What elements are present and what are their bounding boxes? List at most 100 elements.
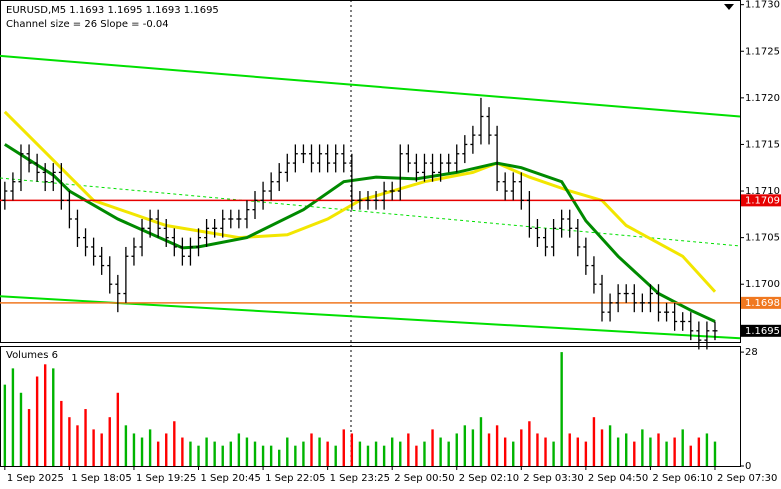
volume-bar [366,445,370,466]
volume-bar [68,417,71,466]
volume-bar [455,433,458,466]
volume-bar [221,445,224,466]
volume-bar [189,441,192,466]
volume-bar [100,433,103,466]
x-tick-label: 2 Sep 06:10 [652,473,712,484]
volume-bar [132,433,136,466]
level-box [741,324,781,337]
x-tick-label: 1 Sep 18:05 [71,473,131,484]
volume-bar [407,433,410,466]
y-tick-label: 1.1725 [745,46,780,57]
y-tick-label: 1.1715 [745,139,780,150]
volume-bar [108,417,111,466]
volume-bar [76,425,79,466]
x-tick-label: 2 Sep 04:50 [588,473,648,484]
volume-bar [269,445,273,466]
volume-bar [495,425,499,466]
indicator-line [3,143,716,323]
y-tick-label: 1.1700 [745,279,780,290]
level-label: 1.1698 [745,298,780,309]
volume-bar [156,441,160,466]
volume-bar [528,421,531,466]
volume-bar [649,437,652,466]
x-tick-label: 1 Sep 2025 [7,473,64,484]
volume-bar [633,441,636,466]
x-tick-label: 1 Sep 22:05 [265,473,325,484]
y-tick-label: 1.1720 [745,93,780,104]
volume-bar [592,417,596,466]
chart-title: EURUSD,M5 1.1693 1.1695 1.1693 1.1695 [6,5,219,16]
volume-bar [245,437,249,466]
volume-bar [92,429,95,466]
x-tick-label: 2 Sep 02:10 [459,473,519,484]
volume-bar [318,437,321,466]
x-tick-label: 1 Sep 19:25 [136,473,196,484]
volume-bar [689,445,692,466]
volume-bar [350,433,354,466]
volume-bar [399,441,402,466]
volume-bar [479,417,483,466]
volume-bar [447,441,450,466]
volume-bar [302,441,305,466]
scroll-marker [724,4,734,10]
volume-bar [294,445,297,466]
level-box [741,296,781,309]
x-tick-label: 2 Sep 03:30 [523,473,583,484]
x-tick-label: 2 Sep 07:30 [717,473,777,484]
volume-bar [261,445,265,466]
chart-subtitle: Channel size = 26 Slope = -0.04 [6,19,169,30]
volume-bar [576,437,579,466]
volume-bar [374,441,378,466]
volume-bar [124,425,128,466]
volume-bar [140,437,144,466]
volume-bar [431,429,434,466]
volume-bar [84,409,87,466]
volume-bar [181,437,184,466]
volume-bar [19,392,23,466]
volume-bar [673,437,676,466]
x-tick-label: 1 Sep 23:25 [330,473,390,484]
volume-bar [358,441,362,466]
indicator-line [3,110,717,293]
volume-bar [439,437,442,466]
volume-bar [657,433,660,466]
volume-bar [60,400,63,466]
volume-panel [0,346,741,467]
volume-bar [665,441,668,466]
volume-bar [713,441,717,466]
volume-bar [463,425,467,466]
volume-bar [520,429,523,466]
volume-bar [536,433,539,466]
volume-bar [326,441,329,466]
volume-bar [423,441,426,466]
volume-bar [173,421,176,466]
volume-bar [568,433,571,466]
level-box [741,194,781,207]
volume-bar [560,352,563,466]
volume-bar [471,429,475,466]
indicator-line [0,54,741,118]
volume-bar [697,437,701,466]
volume-bar [213,441,216,466]
x-tick-label: 1 Sep 20:45 [201,473,261,484]
volume-bar [584,441,588,466]
volume-bar [27,409,31,466]
volume-bar [487,433,491,466]
y-tick-label: 1.1710 [745,186,780,197]
volume-bar [641,429,644,466]
level-label: 1.1709 [745,195,780,206]
volume-bar [229,441,232,466]
volume-bar [310,433,313,466]
volume-bar [35,376,39,466]
volume-title: Volumes 6 [6,350,58,361]
volume-bar [148,429,152,466]
volume-bar [334,445,337,466]
x-tick-label: 2 Sep 00:50 [394,473,454,484]
volume-bar [116,392,120,466]
volume-bar [503,437,507,466]
volume-bar [286,437,289,466]
level-label: 1.1695 [745,326,780,337]
volume-bar [197,445,200,466]
volume-bar [552,441,555,466]
